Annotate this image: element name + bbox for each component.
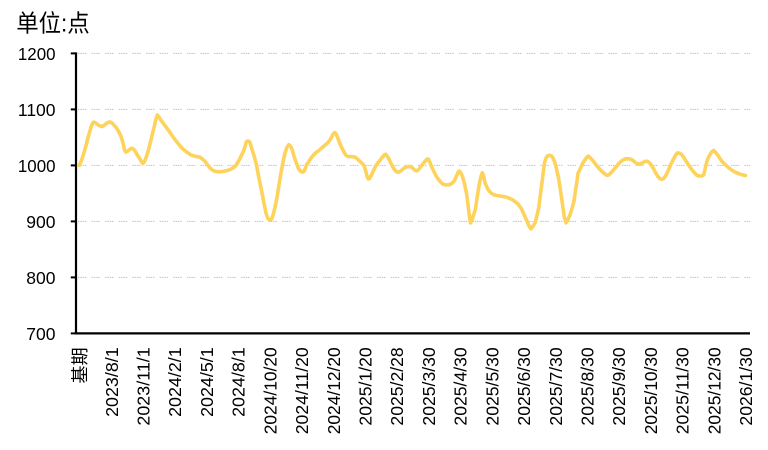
svg-text:2025/11/30: 2025/11/30 [673, 347, 693, 434]
svg-text:2025/1/20: 2025/1/20 [356, 347, 376, 426]
svg-text:2024/12/20: 2024/12/20 [324, 347, 344, 434]
svg-text:2025/5/30: 2025/5/30 [482, 347, 502, 426]
svg-text:2024/5/1: 2024/5/1 [197, 347, 217, 417]
svg-text:2025/2/28: 2025/2/28 [387, 347, 407, 425]
svg-text:700: 700 [26, 324, 55, 344]
svg-text:800: 800 [26, 268, 55, 288]
svg-text:2025/4/30: 2025/4/30 [451, 347, 471, 426]
svg-text:基期: 基期 [70, 347, 90, 383]
svg-text:2025/3/30: 2025/3/30 [419, 347, 439, 426]
svg-text:单位:点: 单位:点 [16, 11, 90, 38]
svg-text:2025/7/30: 2025/7/30 [546, 347, 566, 426]
svg-text:2023/11/1: 2023/11/1 [134, 347, 154, 425]
svg-text:2025/9/30: 2025/9/30 [609, 347, 629, 426]
svg-text:2025/8/30: 2025/8/30 [578, 347, 598, 426]
svg-text:2024/10/20: 2024/10/20 [260, 347, 280, 434]
svg-text:1100: 1100 [18, 100, 56, 120]
svg-text:2026/1/30: 2026/1/30 [736, 347, 756, 426]
svg-text:900: 900 [26, 212, 55, 232]
svg-text:1200: 1200 [18, 44, 56, 64]
svg-text:2025/10/30: 2025/10/30 [641, 347, 661, 434]
svg-text:2023/8/1: 2023/8/1 [102, 347, 122, 417]
svg-text:1000: 1000 [18, 156, 56, 176]
svg-text:2024/11/20: 2024/11/20 [292, 347, 312, 434]
svg-text:2024/8/1: 2024/8/1 [229, 347, 249, 417]
svg-text:2025/6/30: 2025/6/30 [514, 347, 534, 426]
svg-text:2025/12/30: 2025/12/30 [704, 347, 724, 434]
svg-text:2024/2/1: 2024/2/1 [165, 347, 185, 417]
